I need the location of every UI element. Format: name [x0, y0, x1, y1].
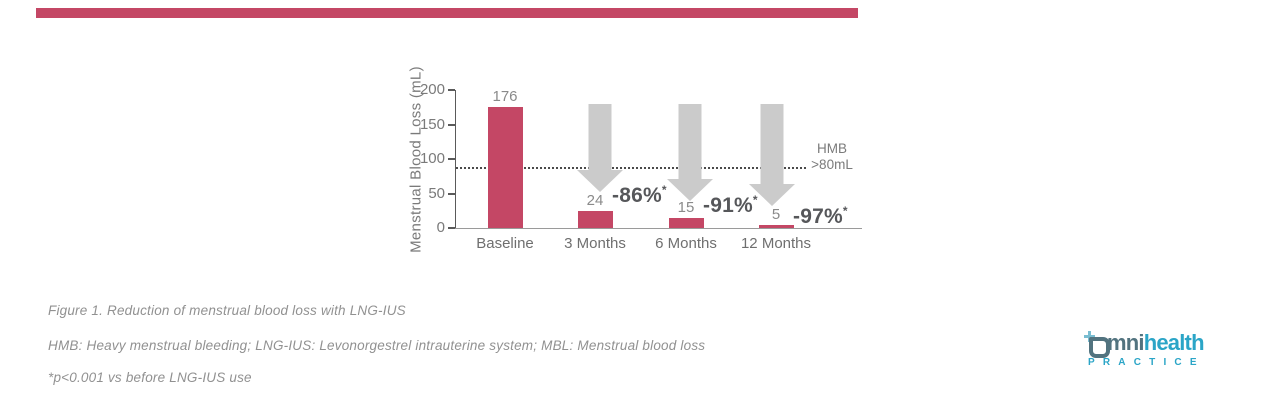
x-axis-line [455, 228, 862, 229]
down-arrow-icon [577, 104, 623, 192]
bar [758, 225, 794, 228]
figure-caption: Figure 1. Reduction of menstrual blood l… [48, 303, 406, 318]
significance-note: *p<0.001 vs before LNG-IUS use [48, 370, 252, 385]
abbreviations-caption: HMB: Heavy menstrual bleeding; LNG-IUS: … [48, 338, 706, 353]
y-tick-label: 200 [419, 81, 445, 98]
bar [487, 107, 523, 228]
y-tick-label: 100 [419, 150, 445, 167]
omnihealth-logo: mnihealth PRACTICE [1084, 330, 1216, 368]
x-tick-label: 12 Months [740, 235, 812, 252]
bar [577, 211, 613, 228]
logo-brand-prefix: mni [1107, 330, 1145, 355]
y-tick-mark [448, 89, 455, 91]
y-tick-label: 0 [436, 219, 445, 236]
bar-value-label: 176 [492, 88, 518, 105]
hmb-threshold-label-line2: >80mL [811, 156, 853, 172]
top-banner-accent [36, 8, 858, 18]
y-tick-label: 50 [428, 184, 445, 202]
y-tick-mark [448, 123, 455, 126]
y-axis-line [455, 90, 456, 228]
logo-brand-suffix: health [1143, 330, 1205, 355]
bar [668, 218, 704, 228]
hmb-threshold-label: HMB >80mL [805, 141, 859, 172]
reduction-label: -86%* [612, 183, 667, 207]
x-tick-label: Baseline [476, 235, 534, 252]
logo-subtitle: PRACTICE [1088, 357, 1205, 368]
bar-value-label: 5 [771, 206, 781, 223]
down-arrow-icon [667, 104, 713, 201]
omnihealth-squircle-plus-icon [1084, 331, 1110, 358]
y-tick-mark [448, 158, 455, 160]
x-tick-label: 6 Months [655, 235, 717, 252]
y-tick-mark [448, 192, 455, 195]
y-tick-mark [448, 227, 455, 229]
x-tick-label: 3 Months [564, 235, 626, 252]
bar-value-label: 15 [677, 199, 695, 216]
reduction-label: -97%* [793, 204, 848, 228]
bar-value-label: 24 [586, 192, 604, 209]
hmb-threshold-line [456, 167, 806, 170]
down-arrow-icon [749, 104, 795, 206]
reduction-label: -91%* [703, 193, 758, 217]
y-tick-label: 150 [419, 115, 445, 133]
hmb-threshold-label-line1: HMB [817, 141, 847, 156]
omnihealth-logo-wordmark: mnihealth [1084, 330, 1216, 358]
